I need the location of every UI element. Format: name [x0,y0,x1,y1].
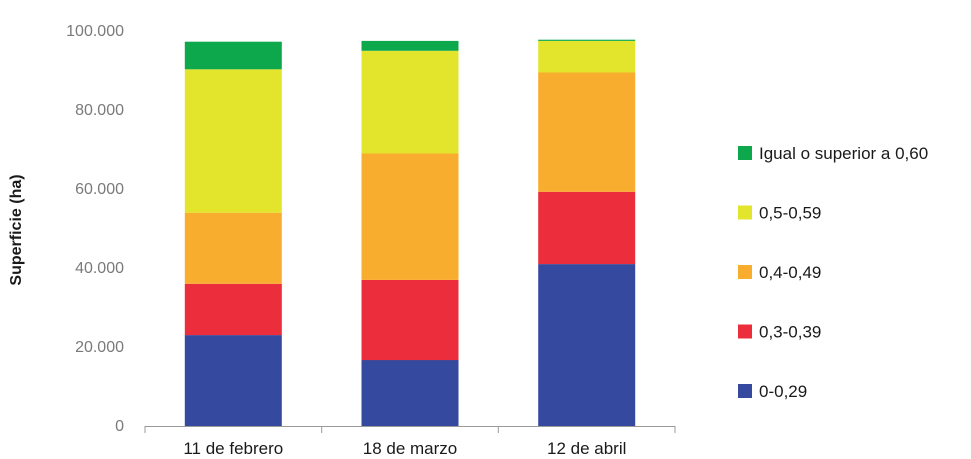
legend-swatch [738,146,752,160]
legend-label: 0,4-0,49 [759,263,821,282]
legend-label: 0,3-0,39 [759,323,821,342]
x-tick-label: 12 de abril [547,439,626,458]
bar-segment-1 [184,283,282,336]
bar-segment-3 [538,40,636,73]
bar-segment-0 [538,264,636,426]
legend-swatch [738,384,752,398]
legend: Igual o superior a 0,60 0,5-0,59 0,4-0,49 0… [738,144,928,401]
bar-segment-1 [361,279,459,361]
legend-swatch [738,324,752,339]
bars-group [184,39,636,426]
bar-segment-1 [538,191,636,265]
bar-segment-0 [361,360,459,426]
y-tick-label: 60.000 [75,181,124,198]
legend-item: 0,4-0,49 [738,263,821,282]
bar-segment-2 [361,153,459,280]
legend-item: 0,3-0,39 [738,323,821,342]
y-axis-title: Superficie (ha) [8,174,25,285]
bar-segment-4 [538,39,636,41]
bar-segment-4 [361,40,459,51]
legend-swatch [738,205,752,220]
axes-group: 0 20.000 40.000 60.000 80.000 100.000 11 de fe… [66,23,676,458]
legend-label: 0-0,29 [759,382,807,401]
bar-segment-4 [184,41,282,70]
y-tick-label: 40.000 [75,260,124,277]
y-tick-label: 100.000 [66,23,124,40]
legend-item: 0,5-0,59 [738,204,821,223]
x-tick-label: 18 de marzo [363,439,458,458]
bar-segment-3 [361,50,459,154]
bar-segment-3 [184,69,282,213]
y-tick-label: 80.000 [75,102,124,119]
bar-stack [361,40,459,426]
bar-stack [184,41,282,426]
legend-item: Igual o superior a 0,60 [738,144,928,163]
legend-swatch [738,265,752,279]
x-tick-label: 11 de febrero [183,439,283,458]
y-tick-label: 0 [115,418,124,435]
legend-item: 0-0,29 [738,382,807,401]
legend-label: Igual o superior a 0,60 [759,144,928,163]
bar-segment-0 [184,335,282,426]
legend-label: 0,5-0,59 [759,204,821,223]
bar-stack [538,39,636,426]
bar-segment-2 [538,72,636,192]
bar-segment-2 [184,212,282,284]
y-tick-label: 20.000 [75,339,124,356]
